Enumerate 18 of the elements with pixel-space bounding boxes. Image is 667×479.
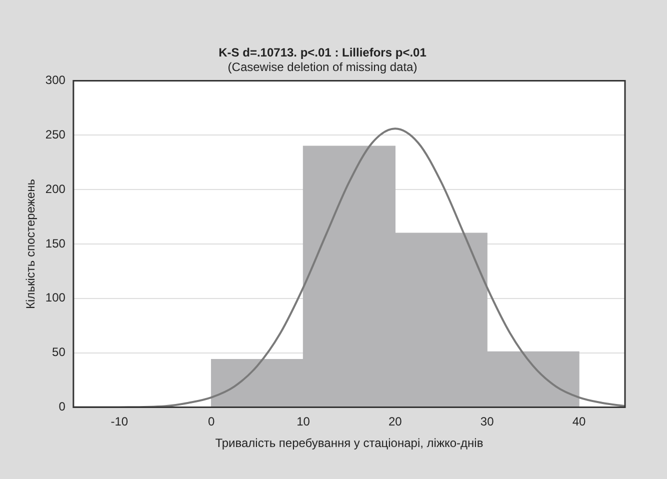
x-tick-label: 30 bbox=[480, 414, 494, 429]
line-series bbox=[73, 128, 625, 408]
chart-title: K-S d=.10713. p<.01 : Lilliefors p<.01 bbox=[218, 46, 427, 60]
y-tick-label: 200 bbox=[45, 182, 66, 196]
y-tick-label: 100 bbox=[45, 290, 66, 305]
chart-subtitle: (Casewise deletion of missing data) bbox=[228, 60, 418, 74]
x-tick-label: 10 bbox=[296, 414, 310, 429]
y-tick-label: 50 bbox=[52, 345, 66, 360]
x-tick-label: 20 bbox=[388, 414, 402, 429]
x-axis-title: Тривалість перебування у стаціонарі, ліжко-днів bbox=[215, 436, 484, 450]
y-tick-label: 250 bbox=[45, 128, 66, 142]
y-axis-title: Кількість спостережень bbox=[24, 179, 38, 309]
y-tick-label: 300 bbox=[45, 73, 66, 88]
y-tick-label: 0 bbox=[58, 400, 66, 414]
x-tick-label: 0 bbox=[208, 414, 215, 429]
x-tick-label: 40 bbox=[572, 414, 586, 429]
x-tick-label: -10 bbox=[110, 414, 128, 429]
y-tick-label: 150 bbox=[45, 236, 66, 250]
